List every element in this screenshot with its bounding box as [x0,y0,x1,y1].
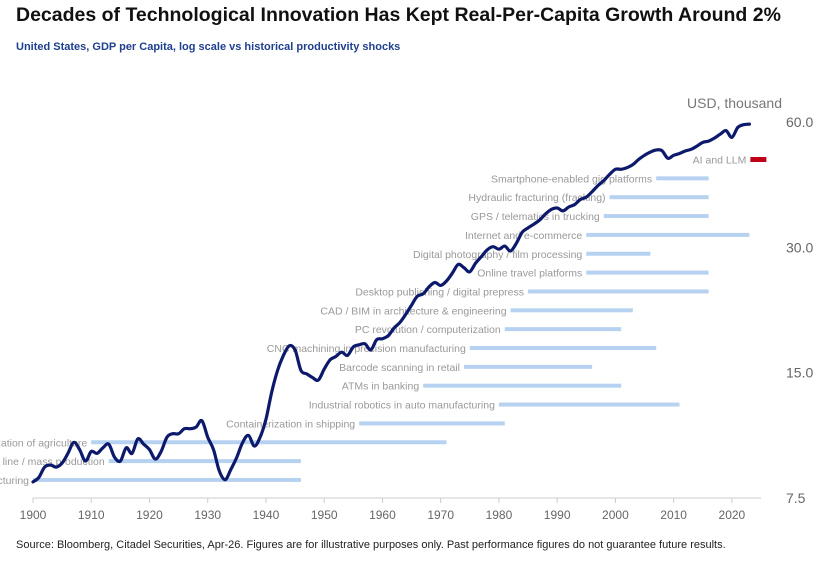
shock-bar-cnc-machining-in-precision-manufacturing [469,346,657,350]
shock-bar-mechanization-of-agriculture [91,440,447,445]
shock-label-atms-in-banking: ATMs in banking [342,381,420,393]
y-tick-label-60-0: 60.0 [786,114,813,130]
shock-bar-smartphone-enabled-gig-platforms [656,176,709,181]
axes-group: 1900 1910 1920 1930 1940 1950 1960 1970 1980 1990… [20,95,814,522]
shock-label-online-travel-platforms: Online travel platforms [477,268,582,280]
shock-bar-desktop-publishing-digital-prepress [528,289,709,294]
shock-label-hydraulic-fracturing-fracking: Hydraulic fracturing (fracking) [468,192,605,204]
shock-bar-ai-and-llm [750,157,767,162]
y-tick-label-7-5: 7.5 [786,490,806,506]
shock-bar-containerization-in-shipping [359,421,505,426]
shock-label-pc-revolution-computerization: PC revolution / computerization [355,324,501,336]
shock-label-mechanization-of-agriculture: Mechanization of agriculture [0,437,87,449]
shock-bars-group: AI and LLM Smartphone-enabled gig platfor… [0,155,767,487]
x-tick-label-2020: 2020 [719,508,746,522]
x-tick-label-1980: 1980 [486,508,513,522]
shock-label-ai-and-llm: AI and LLM [693,155,747,167]
shock-label-internet-and-e-commerce: Internet and e-commerce [465,230,582,242]
shock-label-cnc-machining-in-precision-manufacturing: CNC machining in precision manufacturing [267,343,466,355]
shock-label-digital-photography-film-processing: Digital photography / film processing [413,249,582,261]
x-tick-label-1910: 1910 [78,508,105,522]
x-tick-label-2010: 2010 [660,508,687,522]
shock-bar-electrification-of-manufacturing [33,477,301,482]
shock-bar-gps-telematics-in-trucking [603,214,709,219]
shock-bar-barcode-scanning-in-retail [463,364,593,369]
shock-bar-internet-and-e-commerce [586,232,750,237]
shock-label-smartphone-enabled-gig-platforms: Smartphone-enabled gig platforms [491,173,652,185]
x-tick-label-1900: 1900 [20,508,47,522]
x-tick-label-1990: 1990 [544,508,571,522]
shock-bar-pc-revolution-computerization [504,327,622,332]
chart-title: Decades of Technological Innovation Has … [16,4,781,26]
shock-label-barcode-scanning-in-retail: Barcode scanning in retail [339,362,460,374]
shock-label-cad-bim-in-architecture-engineering: CAD / BIM in architecture & engineering [320,305,506,317]
shock-bar-online-travel-platforms [586,270,709,275]
y-tick-label-30-0: 30.0 [786,239,813,255]
shock-label-desktop-publishing-digital-prepress: Desktop publishing / digital prepress [355,286,524,298]
shock-bar-assembly-line-mass-production [108,459,301,464]
x-tick-label-1950: 1950 [311,508,338,522]
x-tick-label-1930: 1930 [194,508,221,522]
source-note: Source: Bloomberg, Citadel Securities, A… [16,539,726,551]
shock-bar-hydraulic-fracturing-fracking [609,195,709,200]
y-axis-unit-label: USD, thousand [687,95,782,111]
shock-label-containerization-in-shipping: Containerization in shipping [226,418,355,430]
shock-label-assembly-line-mass-production: Assembly line / mass production [0,456,105,468]
shock-bar-digital-photography-film-processing [586,251,651,256]
gdp-line-group [31,122,751,484]
x-tick-label-1960: 1960 [369,508,396,522]
x-tick-label-2000: 2000 [602,508,629,522]
y-tick-label-15-0: 15.0 [786,365,813,381]
chart-subtitle: United States, GDP per Capita, log scale… [16,41,401,53]
shock-bar-cad-bim-in-architecture-engineering [510,308,633,313]
shock-label-gps-telematics-in-trucking: GPS / telematics in trucking [471,211,600,223]
shock-bar-industrial-robotics-in-auto-manufacturing [498,402,680,407]
gdp-chart: AI and LLM Smartphone-enabled gig platfor… [0,95,814,522]
x-tick-label-1970: 1970 [427,508,454,522]
shock-label-electrification-of-manufacturing: Electrification of manufacturing [0,475,29,487]
x-tick-label-1940: 1940 [253,508,280,522]
gdp-per-capita-line [31,122,751,484]
shock-bar-atms-in-banking [423,383,622,388]
x-tick-label-1920: 1920 [136,508,163,522]
shock-label-industrial-robotics-in-auto-manufacturing: Industrial robotics in auto manufacturin… [309,400,495,412]
